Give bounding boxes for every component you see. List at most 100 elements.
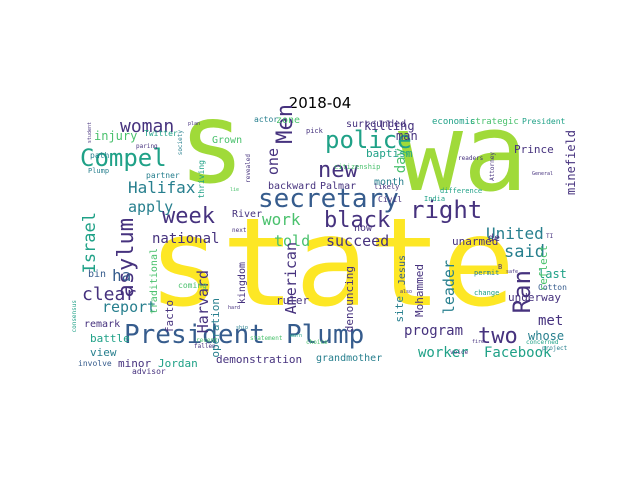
cloud-word: ship bbox=[236, 325, 249, 331]
cloud-word: strategic bbox=[470, 117, 519, 127]
cloud-word: black bbox=[324, 208, 391, 233]
cloud-word: battle bbox=[90, 332, 130, 345]
cloud-word: facto bbox=[163, 300, 176, 334]
cloud-word: zone bbox=[276, 115, 301, 126]
cloud-word: difference bbox=[440, 187, 483, 195]
cloud-word: Plump bbox=[88, 167, 110, 175]
cloud-word: advisor bbox=[132, 367, 166, 376]
cloud-word: Facebook bbox=[484, 345, 552, 361]
cloud-word: thriving bbox=[197, 160, 206, 199]
cloud-word: Twitter bbox=[144, 129, 178, 138]
cloud-word: two bbox=[478, 324, 518, 349]
cloud-word: also bbox=[400, 289, 413, 295]
cloud-word: United bbox=[486, 224, 544, 243]
cloud-word: grandmother bbox=[316, 353, 383, 364]
cloud-word: s bbox=[178, 79, 246, 209]
cloud-word: whose bbox=[528, 329, 565, 343]
cloud-word: Attorney bbox=[489, 152, 496, 181]
cloud-word: secretary bbox=[258, 184, 399, 214]
cloud-word: unarmed bbox=[452, 235, 499, 248]
cloud-word: ha bbox=[112, 266, 132, 285]
cloud-word: project bbox=[542, 345, 568, 352]
cloud-word: Israel bbox=[80, 212, 100, 274]
cloud-word: surrounded bbox=[346, 119, 407, 130]
cloud-word: program bbox=[404, 323, 464, 339]
cloud-word: last bbox=[538, 267, 567, 281]
cloud-word: Grown bbox=[212, 135, 243, 146]
cloud-word: Palmar bbox=[320, 181, 357, 192]
cloud-word: path bbox=[90, 151, 110, 160]
cloud-word: involve bbox=[78, 359, 112, 368]
cloud-word: Mohammed bbox=[413, 264, 426, 317]
cloud-word: revealed bbox=[245, 154, 252, 183]
cloud-word: met bbox=[538, 313, 564, 329]
cloud-word: traditional bbox=[149, 248, 160, 315]
cloud-word: B bbox=[498, 263, 503, 271]
cloud-word: report bbox=[102, 298, 157, 316]
cloud-word: woman bbox=[120, 116, 175, 137]
cloud-word: partner bbox=[146, 171, 180, 180]
cloud-word: safe bbox=[506, 269, 519, 275]
cloud-word: week bbox=[162, 204, 215, 229]
cloud-word: next bbox=[232, 227, 247, 234]
cloud-word: Halifax bbox=[128, 178, 196, 197]
cloud-word: said bbox=[504, 242, 545, 262]
cloud-word: River bbox=[232, 209, 263, 220]
cloud-word: view bbox=[90, 346, 117, 359]
cloud-word: police bbox=[325, 126, 412, 154]
cloud-word: readers bbox=[458, 155, 484, 162]
cloud-word: minefield bbox=[564, 130, 578, 196]
cloud-word: Cotton bbox=[538, 283, 567, 292]
cloud-word: kingdom bbox=[237, 262, 248, 305]
cloud-word: denouncing bbox=[343, 266, 356, 333]
cloud-word: Compel bbox=[80, 144, 167, 172]
cloud-word: man bbox=[396, 129, 418, 143]
cloud-word: society bbox=[177, 130, 184, 156]
cloud-word: ruler bbox=[276, 294, 310, 307]
cloud-word: pick bbox=[306, 127, 323, 135]
cloud-word: clear bbox=[82, 284, 137, 305]
cloud-word: student bbox=[87, 122, 93, 144]
cloud-word: now bbox=[354, 223, 373, 234]
cloud-word: General bbox=[532, 171, 554, 177]
cloud-word: Jesus bbox=[397, 255, 408, 286]
cloud-word: President bbox=[124, 320, 265, 350]
cloud-word: concerned bbox=[526, 339, 559, 346]
cloud-word: baptism bbox=[366, 147, 413, 160]
cloud-word: wa bbox=[398, 91, 529, 216]
cloud-word: warn bbox=[290, 333, 303, 339]
cloud-word: one bbox=[264, 148, 282, 176]
cloud-word: Prince bbox=[514, 143, 554, 156]
cloud-word: month bbox=[374, 177, 405, 188]
cloud-word: de bbox=[488, 233, 501, 244]
cloud-word: likely bbox=[374, 183, 400, 191]
cloud-word: bin bbox=[88, 269, 107, 280]
cloud-word: coming bbox=[178, 281, 207, 290]
cloud-word: voice bbox=[450, 349, 469, 356]
cloud-word: backward bbox=[268, 181, 317, 192]
cloud-word: permit bbox=[474, 269, 500, 277]
cloud-word: citizenship bbox=[334, 163, 381, 171]
cloud-word: consensus bbox=[71, 300, 78, 333]
cloud-word: Jordan bbox=[158, 357, 198, 370]
cloud-word: fire bbox=[472, 339, 485, 345]
cloud-word: demonstration bbox=[216, 353, 303, 366]
cloud-word: India bbox=[424, 195, 446, 203]
cloud-word: lie bbox=[230, 187, 240, 193]
cloud-word: President bbox=[522, 117, 566, 126]
cloud-word: worker bbox=[418, 345, 469, 361]
chart-title: 2018-04 bbox=[288, 94, 352, 112]
cloud-word: apply bbox=[128, 198, 174, 216]
cloud-word: choice bbox=[306, 339, 328, 346]
cloud-word: killing bbox=[364, 119, 415, 133]
cloud-word: state bbox=[148, 192, 516, 334]
cloud-word: succeed bbox=[326, 232, 390, 250]
cloud-word: work bbox=[262, 210, 301, 229]
cloud-word: paring bbox=[136, 143, 158, 150]
cloud-word: TI bbox=[546, 233, 554, 240]
cloud-word: minor bbox=[118, 357, 152, 370]
cloud-word: new bbox=[318, 158, 358, 183]
cloud-word: fallen bbox=[194, 343, 216, 350]
cloud-word: injury bbox=[94, 129, 138, 143]
